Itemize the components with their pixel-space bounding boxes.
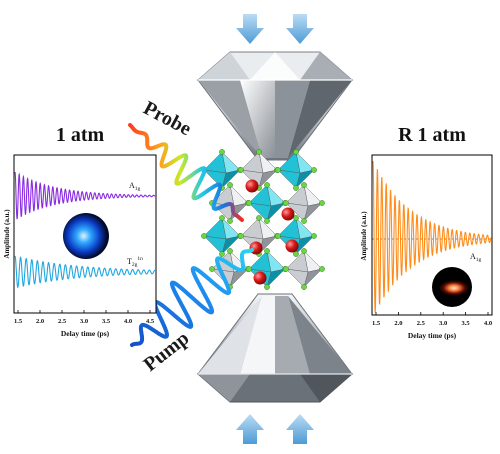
octahedron-face bbox=[285, 268, 309, 288]
x-tick-label: 2.5 bbox=[58, 318, 67, 325]
x-tick-label: 4.0 bbox=[124, 318, 132, 325]
x-tick-label: 2.0 bbox=[36, 318, 44, 325]
series-line-a1g-right bbox=[372, 160, 492, 313]
pressure-arrows-top bbox=[236, 14, 314, 44]
halide-atom bbox=[256, 149, 262, 155]
octahedron-face bbox=[277, 217, 301, 240]
right-y-axis-label: Amplitude (a.u.) bbox=[360, 211, 368, 261]
octahedron-face bbox=[240, 217, 264, 240]
octahedron-face bbox=[203, 235, 227, 255]
halide-atom bbox=[246, 200, 252, 206]
halide-atom bbox=[293, 251, 299, 257]
halide-atom bbox=[301, 248, 307, 254]
left-x-ticks: 1.5 2.0 2.5 3.0 3.5 4.0 4.5 bbox=[14, 310, 155, 325]
left-x-axis-label: Delay time (ps) bbox=[61, 329, 110, 338]
octahedron-face bbox=[285, 202, 309, 222]
halide-atom bbox=[264, 284, 270, 290]
halide-atom bbox=[311, 233, 317, 239]
halide-atom bbox=[283, 266, 289, 272]
halide-atom bbox=[293, 215, 299, 221]
diamond-anvil-top bbox=[196, 51, 354, 161]
x-tick-label: 2.5 bbox=[417, 320, 426, 327]
series-line-t2g bbox=[14, 255, 156, 289]
octahedron-face bbox=[248, 202, 272, 222]
x-tick-label: 4.0 bbox=[484, 320, 492, 327]
arrow-up-icon bbox=[236, 414, 264, 444]
x-tick-label: 4.5 bbox=[146, 318, 155, 325]
arrow-up-icon bbox=[286, 414, 314, 444]
left-chart: A1g T2g1n 1.5 2.0 2.5 3.0 3.5 4.0 4.5 Amplitud… bbox=[3, 154, 157, 338]
right-panel-title: R 1 atm bbox=[398, 124, 466, 146]
cation-atom bbox=[281, 207, 295, 221]
left-panel-title: 1 atm bbox=[56, 124, 105, 146]
octahedron-face bbox=[277, 169, 301, 189]
arrow-down-icon bbox=[286, 14, 314, 44]
halide-atom bbox=[293, 149, 299, 155]
probe-label: Probe bbox=[140, 97, 195, 140]
x-tick-label: 3.0 bbox=[439, 320, 447, 327]
halide-atom bbox=[264, 248, 270, 254]
right-series-label: A1g bbox=[470, 252, 482, 263]
halide-atom bbox=[275, 167, 281, 173]
right-chart: A1g 1.5 2.0 2.5 3.0 3.5 4.0 Amplitude (a.u.) … bbox=[360, 154, 493, 340]
x-tick-label: 3.0 bbox=[80, 318, 88, 325]
halide-atom bbox=[227, 248, 233, 254]
halide-atom bbox=[301, 182, 307, 188]
x-tick-label: 1.5 bbox=[372, 320, 381, 327]
probe-beam bbox=[128, 123, 244, 222]
cation-atom bbox=[285, 239, 299, 253]
perovskite-lattice bbox=[201, 149, 325, 290]
pressure-arrows-bottom bbox=[236, 414, 314, 444]
diamond-anvil-bottom bbox=[196, 293, 354, 403]
x-tick-label: 1.5 bbox=[14, 318, 23, 325]
halide-atom bbox=[264, 218, 270, 224]
pump-beam bbox=[130, 248, 254, 347]
halide-atom bbox=[256, 215, 262, 221]
right-x-axis-label: Delay time (ps) bbox=[408, 331, 457, 340]
cation-atom bbox=[253, 271, 267, 285]
series-line-a1g bbox=[14, 171, 156, 220]
arrow-down-icon bbox=[236, 14, 264, 44]
halide-atom bbox=[219, 251, 225, 257]
halide-atom bbox=[201, 233, 207, 239]
halide-atom bbox=[238, 167, 244, 173]
halide-atom bbox=[246, 266, 252, 272]
halide-atom bbox=[264, 182, 270, 188]
halide-atom bbox=[301, 284, 307, 290]
halide-atom bbox=[301, 218, 307, 224]
x-tick-label: 3.5 bbox=[102, 318, 111, 325]
halide-atom bbox=[227, 182, 233, 188]
halide-atom bbox=[219, 149, 225, 155]
right-beam-spot-glow bbox=[439, 280, 469, 296]
x-tick-label: 2.0 bbox=[394, 320, 402, 327]
left-y-axis-label: Amplitude (a.u.) bbox=[3, 209, 11, 259]
left-series-label-bottom: T2g1n bbox=[127, 256, 143, 268]
left-beam-spot-image bbox=[63, 213, 109, 259]
octahedron-face bbox=[240, 151, 264, 174]
halide-atom bbox=[275, 233, 281, 239]
halide-atom bbox=[319, 200, 325, 206]
left-series-label-top: A1g bbox=[129, 181, 141, 192]
octahedron-face bbox=[203, 151, 227, 174]
octahedron-face bbox=[203, 217, 227, 240]
halide-atom bbox=[238, 233, 244, 239]
halide-atom bbox=[293, 185, 299, 191]
halide-atom bbox=[219, 215, 225, 221]
right-x-ticks: 1.5 2.0 2.5 3.0 3.5 4.0 bbox=[372, 312, 492, 327]
halide-atom bbox=[283, 200, 289, 206]
halide-atom bbox=[319, 266, 325, 272]
halide-atom bbox=[227, 218, 233, 224]
halide-atom bbox=[311, 167, 317, 173]
halide-atom bbox=[209, 266, 215, 272]
cation-atom bbox=[245, 179, 259, 193]
x-tick-label: 3.5 bbox=[462, 320, 471, 327]
